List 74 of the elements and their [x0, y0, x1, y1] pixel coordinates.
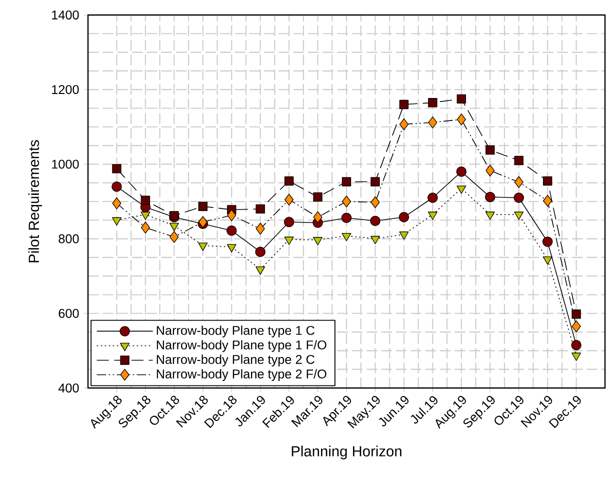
y-tick-label: 600	[58, 308, 79, 318]
point	[514, 192, 524, 203]
point	[428, 192, 438, 203]
point	[399, 100, 409, 110]
point	[313, 192, 322, 202]
point	[112, 197, 122, 210]
point	[140, 212, 150, 220]
point	[284, 194, 294, 206]
point	[284, 216, 294, 228]
point	[226, 225, 237, 236]
y-tick-label: 1400	[52, 10, 79, 20]
point	[428, 212, 438, 220]
point	[255, 246, 266, 257]
point	[456, 113, 466, 126]
point	[514, 156, 524, 166]
point	[572, 320, 581, 332]
point	[398, 212, 410, 222]
point	[456, 94, 466, 104]
y-axis-title: Pilot Requirements	[28, 140, 42, 262]
point	[485, 212, 495, 220]
point	[486, 164, 495, 176]
point	[112, 181, 122, 192]
y-tick-label: 400	[58, 384, 79, 392]
legend-label: Narrow-body Plane type 2 C	[156, 354, 314, 366]
legend-label: Narrow-body Plane type 1 C	[156, 326, 314, 338]
point	[140, 196, 150, 205]
point	[456, 186, 466, 194]
point	[370, 177, 380, 186]
point	[370, 196, 380, 208]
point	[198, 202, 208, 211]
point	[341, 212, 352, 224]
point	[370, 216, 380, 226]
point	[198, 216, 208, 228]
point	[514, 176, 524, 188]
point	[572, 352, 582, 361]
point	[542, 176, 552, 186]
point	[514, 212, 524, 220]
y-tick-label: 1200	[52, 85, 79, 94]
point	[112, 164, 122, 174]
point	[284, 176, 294, 186]
point	[456, 166, 467, 177]
point	[342, 196, 352, 208]
point	[484, 192, 496, 202]
point	[256, 222, 265, 235]
point	[169, 222, 179, 232]
point	[543, 194, 552, 207]
point	[198, 242, 208, 251]
point	[313, 211, 322, 224]
point	[486, 145, 495, 155]
x-axis-title: Planning Horizon	[292, 446, 402, 460]
point	[399, 118, 408, 130]
point	[256, 204, 265, 214]
point	[284, 236, 294, 245]
point	[342, 232, 352, 242]
point	[542, 256, 552, 265]
legend-label: Narrow-body Plane type 2 F/O	[156, 369, 326, 381]
point	[428, 98, 438, 108]
y-tick-label: 800	[58, 234, 79, 244]
point	[542, 236, 553, 247]
point	[140, 222, 150, 234]
point	[571, 340, 582, 350]
point	[256, 266, 266, 275]
point	[313, 237, 323, 246]
y-tick-label: 1000	[52, 160, 79, 169]
point	[572, 310, 581, 319]
point	[112, 217, 122, 226]
point	[227, 209, 236, 222]
point	[399, 231, 409, 240]
point	[226, 244, 236, 252]
legend-label: Narrow-body Plane type 1 F/O	[156, 340, 326, 352]
point	[170, 230, 179, 243]
point	[342, 177, 352, 186]
point	[428, 116, 438, 128]
point	[370, 236, 380, 244]
